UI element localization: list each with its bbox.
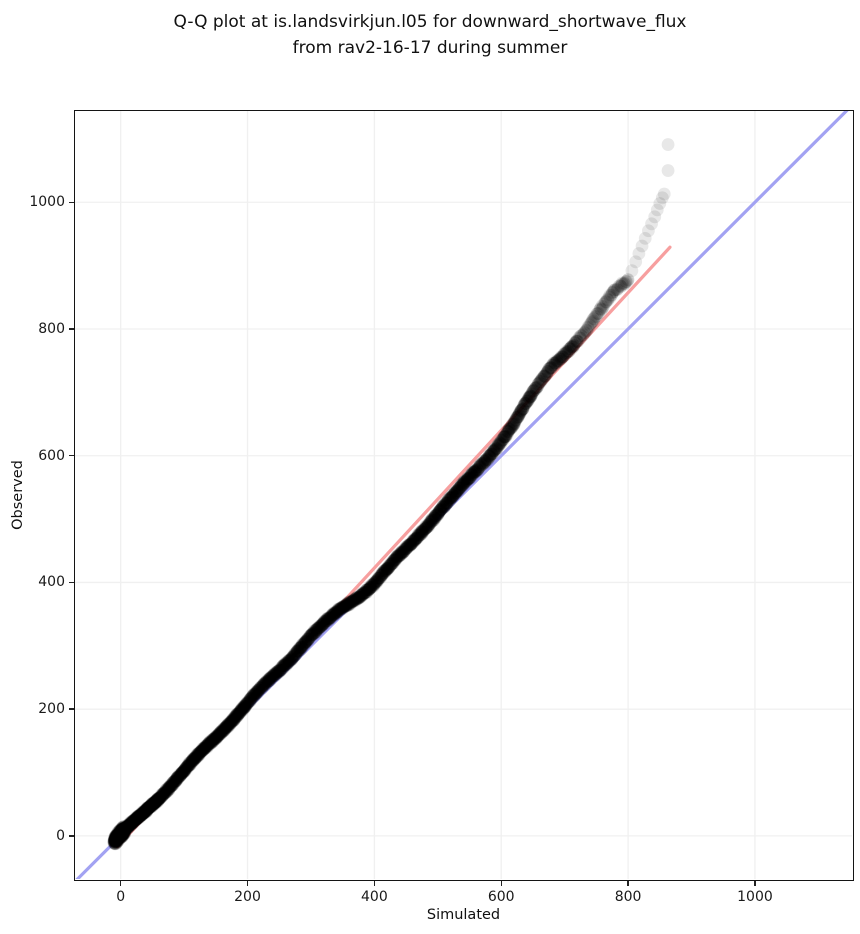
x-tick: [246, 880, 249, 886]
y-tick: [68, 201, 74, 203]
x-tick: [754, 880, 756, 886]
x-tick-label: 400: [361, 889, 388, 905]
y-tick-label: 1000: [29, 194, 65, 211]
x-tick: [500, 880, 502, 886]
x-tick-label: 600: [487, 889, 515, 905]
x-tick-label: 800: [614, 889, 642, 905]
y-tick-label: 800: [38, 320, 65, 337]
y-tick: [68, 708, 74, 710]
x-tick: [627, 880, 629, 886]
y-tick: [68, 835, 74, 837]
y-tick: [68, 581, 74, 584]
chart-title: Q-Q plot at is.landsvirkjun.l05 for down…: [0, 9, 860, 61]
x-tick-label: 1000: [737, 889, 773, 905]
x-axis-label: Simulated: [426, 907, 501, 923]
y-tick-label: 200: [38, 701, 65, 718]
scatter-canvas: [74, 110, 852, 879]
y-tick: [68, 455, 74, 457]
y-tick-label: 0: [56, 827, 65, 844]
y-axis-label: Observed: [10, 460, 26, 530]
x-tick-label: 0: [116, 889, 126, 905]
y-tick: [68, 328, 74, 330]
y-tick-label: 600: [38, 447, 65, 464]
x-tick: [373, 880, 376, 886]
plot-area: [73, 109, 854, 881]
chart-title-line1: Q-Q plot at is.landsvirkjun.l05 for down…: [173, 12, 687, 32]
y-tick-label: 400: [38, 574, 65, 591]
x-tick: [119, 880, 122, 886]
chart-title-line2: from rav2-16-17 during summer: [292, 38, 568, 58]
x-tick-label: 200: [234, 889, 261, 905]
